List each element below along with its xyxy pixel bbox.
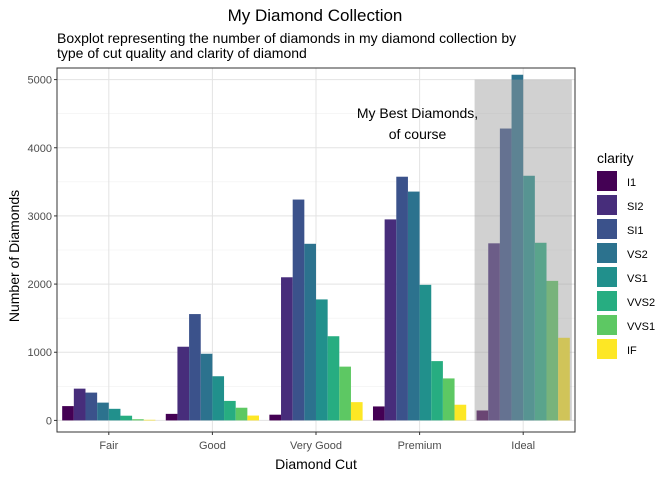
legend-label-si2: SI2 xyxy=(627,201,644,213)
legend-label-if: IF xyxy=(627,345,637,357)
y-tick-label: 3000 xyxy=(28,211,52,223)
highlight-box xyxy=(474,79,572,421)
y-axis-title: Number of Diamonds xyxy=(6,190,22,322)
bar-i1-very-good xyxy=(269,414,282,421)
x-tick-label: Very Good xyxy=(290,440,342,452)
bar-vs2-premium xyxy=(407,191,420,421)
bar-if-very-good xyxy=(350,402,363,421)
legend-label-vs1: VS1 xyxy=(627,273,648,285)
x-tick-label: Good xyxy=(199,440,226,452)
legend-key-si2 xyxy=(597,195,617,215)
y-tick-label: 1000 xyxy=(28,347,52,359)
bar-si1-ideal xyxy=(499,128,512,421)
bar-si1-premium xyxy=(396,176,408,421)
x-tick-label: Premium xyxy=(398,440,442,452)
bar-if-fair xyxy=(143,419,156,421)
bar-si2-ideal xyxy=(488,243,500,421)
bar-si1-very-good xyxy=(292,199,305,421)
legend-label-vvs1: VVS1 xyxy=(627,321,655,333)
chart-title: My Diamond Collection xyxy=(228,6,403,25)
bar-vvs2-very-good xyxy=(327,336,340,421)
legend-key-vs2 xyxy=(597,243,617,263)
bar-vvs1-premium xyxy=(442,378,455,421)
legend-key-si1 xyxy=(597,219,617,239)
bar-si2-good xyxy=(177,346,190,421)
legend-label-vvs2: VVS2 xyxy=(627,297,655,309)
bar-i1-fair xyxy=(62,406,74,421)
bar-vvs2-good xyxy=(224,400,236,421)
x-tick-label: Ideal xyxy=(511,440,535,452)
bar-vvs1-fair xyxy=(132,419,144,421)
chart-subtitle-line-1: Boxplot representing the number of diamo… xyxy=(57,30,516,46)
legend-title: clarity xyxy=(597,150,634,166)
annotation-layer: My Best Diamonds, of course xyxy=(357,79,572,421)
bar-vvs1-good xyxy=(235,407,248,421)
bar-i1-ideal xyxy=(476,410,489,421)
bar-i1-good xyxy=(165,413,178,421)
legend: clarity I1 SI2 SI1 VS2 VS1 VVS2 VVS1 IF xyxy=(597,150,655,359)
annotation-line-2: of course xyxy=(389,126,447,142)
legend-key-if xyxy=(597,339,617,359)
bars-layer xyxy=(62,74,570,421)
x-tick-label: Fair xyxy=(99,440,118,452)
bar-vvs2-ideal xyxy=(534,242,547,421)
bar-vs1-fair xyxy=(108,408,121,421)
y-tick-label: 0 xyxy=(46,415,52,427)
bar-si2-very-good xyxy=(281,277,293,421)
legend-label-si1: SI1 xyxy=(627,225,644,237)
bar-vs1-ideal xyxy=(523,175,535,421)
x-axis-title: Diamond Cut xyxy=(275,456,357,472)
bar-vs1-premium xyxy=(419,284,432,421)
bar-si2-premium xyxy=(384,219,397,421)
y-tick-label: 5000 xyxy=(28,75,52,87)
bar-i1-premium xyxy=(372,406,385,421)
legend-label-i1: I1 xyxy=(627,177,636,189)
bar-si1-fair xyxy=(85,392,98,421)
bar-if-good xyxy=(247,415,260,421)
bar-vvs1-very-good xyxy=(339,366,351,421)
bar-vvs2-premium xyxy=(431,361,443,421)
legend-label-vs2: VS2 xyxy=(627,249,648,261)
axes-layer: 0 1000 2000 3000 4000 5000 Fair Good Very Good Pr… xyxy=(28,67,576,452)
legend-key-vs1 xyxy=(597,267,617,287)
bar-vs2-very-good xyxy=(304,243,316,421)
bar-vs2-good xyxy=(200,353,213,421)
y-tick-label: 2000 xyxy=(28,279,52,291)
legend-key-vvs2 xyxy=(597,291,617,311)
legend-key-vvs1 xyxy=(597,315,617,335)
annotation-line-1: My Best Diamonds, xyxy=(357,105,478,121)
bar-si2-fair xyxy=(73,388,86,421)
chart-subtitle-line-2: type of cut quality and clarity of diamo… xyxy=(57,45,307,61)
legend-key-i1 xyxy=(597,171,617,191)
bar-if-premium xyxy=(454,404,467,421)
bar-vvs1-ideal xyxy=(546,280,559,421)
bar-vs1-very-good xyxy=(316,299,328,421)
bar-si1-good xyxy=(189,314,201,421)
y-tick-label: 4000 xyxy=(28,143,52,155)
bar-if-ideal xyxy=(558,337,570,421)
bar-vvs2-fair xyxy=(120,415,133,421)
bar-vs1-good xyxy=(212,376,225,421)
bar-vs2-fair xyxy=(97,402,109,421)
bar-vs2-ideal xyxy=(511,74,524,421)
